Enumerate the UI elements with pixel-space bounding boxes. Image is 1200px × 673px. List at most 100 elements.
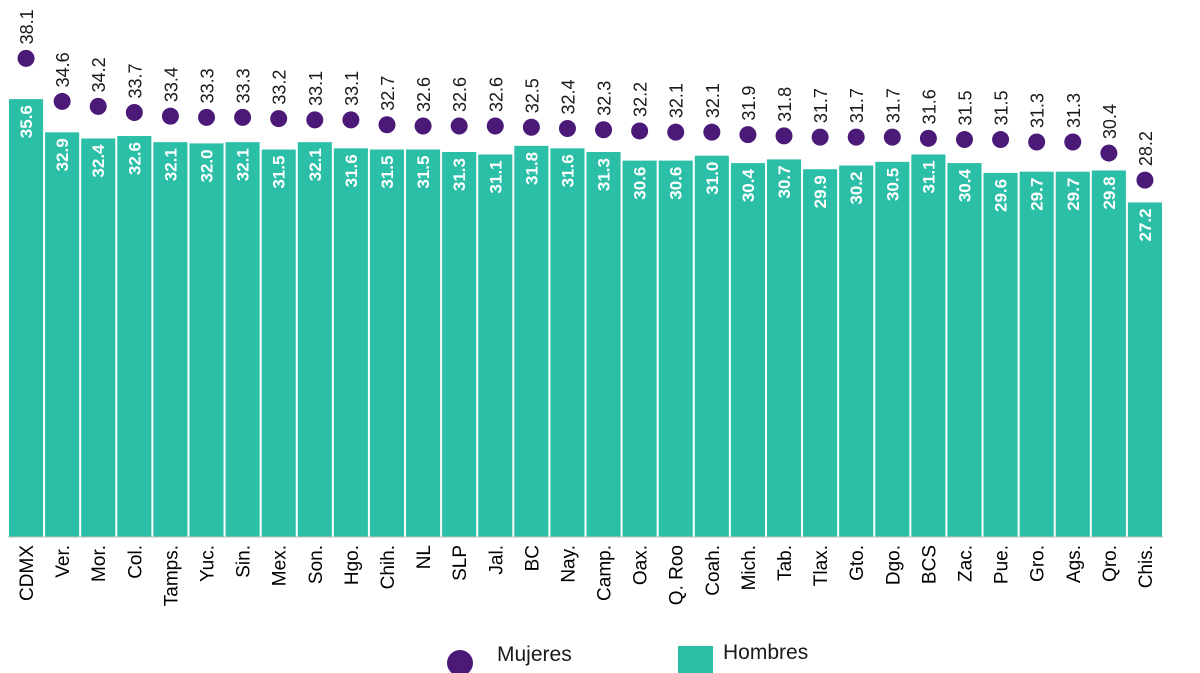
- bar-value-label-oax: 30.6: [631, 167, 650, 200]
- category-label-tab: Tab.: [775, 545, 796, 581]
- point-chis: [1136, 171, 1154, 189]
- category-label-bc: BC: [522, 545, 543, 571]
- point-gro: [1028, 133, 1046, 151]
- bar-gro: [1019, 171, 1054, 537]
- legend-hombres-label: Hombres: [723, 641, 808, 664]
- point-cdmx: [17, 49, 35, 67]
- bar-value-label-ver: 32.9: [53, 138, 72, 171]
- bar-value-label-cdmx: 35.6: [17, 105, 36, 138]
- bar-value-label-chih: 31.5: [378, 156, 397, 189]
- point-nay: [558, 119, 576, 137]
- point-hgo: [342, 111, 360, 129]
- point-sin: [234, 108, 252, 126]
- bar-zac: [947, 163, 982, 537]
- category-label-gto: Gto.: [847, 545, 868, 581]
- category-label-chis: Chis.: [1136, 545, 1157, 588]
- legend-hombres-marker: [678, 646, 713, 673]
- point-value-label-coah: 32.1: [703, 83, 723, 118]
- category-label-pue: Pue.: [992, 545, 1013, 584]
- bar-coah: [694, 155, 729, 537]
- bar-value-label-camp: 31.3: [595, 158, 614, 191]
- category-label-ver: Ver.: [53, 545, 74, 578]
- bar-value-label-coah: 31.0: [703, 162, 722, 195]
- bars-group: 35.6 32.9 32.4 32.6 32.1 32.0 32.1 31.5 32.1 31.6…: [9, 99, 1162, 538]
- category-label-nay: Nay.: [558, 545, 579, 583]
- point-value-label-jal: 32.6: [486, 77, 506, 112]
- category-label-nl: NL: [414, 545, 435, 569]
- bar-nl: [406, 149, 441, 538]
- point-value-label-col: 33.7: [125, 63, 145, 98]
- bar-value-label-pue: 29.6: [992, 179, 1011, 212]
- bar-value-label-nl: 31.5: [414, 156, 433, 189]
- bar-value-label-hgo: 31.6: [342, 154, 361, 187]
- point-value-label-chis: 28.2: [1136, 131, 1156, 166]
- point-ver: [53, 92, 71, 110]
- bar-value-label-ags: 29.7: [1064, 178, 1083, 211]
- point-gto: [847, 128, 865, 146]
- bar-sin: [225, 142, 260, 538]
- bar-value-label-qro: 29.8: [1100, 176, 1119, 209]
- point-value-label-chih: 32.7: [378, 76, 398, 111]
- category-label-tlax: Tlax.: [811, 545, 832, 586]
- bar-hgo: [333, 148, 368, 537]
- category-label-mex: Mex.: [270, 545, 291, 586]
- point-value-label-gro: 31.3: [1028, 93, 1048, 128]
- category-label-camp: Camp.: [595, 545, 616, 601]
- bar-value-label-jal: 31.1: [486, 160, 505, 193]
- point-value-label-son: 33.1: [306, 71, 326, 106]
- category-label-zac: Zac.: [955, 545, 976, 582]
- point-son: [306, 111, 324, 129]
- bar-value-label-yuc: 32.0: [198, 149, 217, 182]
- bar-ver: [45, 132, 80, 537]
- point-chih: [378, 116, 396, 134]
- point-bc: [522, 118, 540, 136]
- category-label-cdmx: CDMX: [17, 545, 38, 601]
- category-label-mich: Mich.: [739, 545, 760, 590]
- category-label-dgo: Dgo.: [883, 545, 904, 585]
- point-nl: [414, 117, 432, 135]
- bar-value-label-tamps: 32.1: [161, 148, 180, 181]
- bar-value-label-col: 32.6: [125, 142, 144, 175]
- point-value-label-gto: 31.7: [847, 88, 867, 123]
- point-pue: [992, 131, 1010, 149]
- bar-ags: [1055, 171, 1090, 537]
- legend-mujeres-marker: [447, 650, 473, 673]
- point-value-label-q-roo: 32.1: [667, 83, 687, 118]
- bar-cdmx: [9, 99, 44, 538]
- point-bcs: [919, 129, 937, 147]
- bar-mor: [81, 138, 116, 538]
- point-value-label-mex: 33.2: [270, 70, 290, 105]
- bar-value-label-mex: 31.5: [270, 156, 289, 189]
- point-value-label-tamps: 33.4: [161, 67, 181, 102]
- category-label-mor: Mor.: [89, 545, 110, 582]
- category-label-gro: Gro.: [1028, 545, 1049, 582]
- category-labels-group: CDMX Ver. Mor. Col. Tamps. Yuc. Sin. Mex. Son. Hg…: [17, 545, 1157, 607]
- bar-dgo: [875, 161, 910, 537]
- category-label-chih: Chih.: [378, 545, 399, 589]
- point-mich: [739, 126, 757, 144]
- bar-son: [297, 142, 332, 538]
- point-q-roo: [667, 123, 685, 141]
- category-label-oax: Oax.: [631, 545, 652, 585]
- bar-oax: [622, 160, 657, 537]
- category-label-ags: Ags.: [1064, 545, 1085, 583]
- category-label-jal: Jal.: [486, 545, 507, 575]
- point-coah: [703, 123, 721, 141]
- point-value-label-tab: 31.8: [775, 87, 795, 122]
- bar-q-roo: [658, 160, 693, 537]
- legend-mujeres-label: Mujeres: [497, 643, 572, 666]
- point-value-label-nl: 32.6: [414, 77, 434, 112]
- bar-value-label-chis: 27.2: [1136, 208, 1155, 241]
- point-value-label-hgo: 33.1: [342, 71, 362, 106]
- bar-chih: [369, 149, 405, 538]
- point-value-label-bcs: 31.6: [919, 89, 939, 124]
- point-zac: [955, 131, 973, 149]
- bar-chis: [1127, 202, 1162, 537]
- bar-value-label-mor: 32.4: [89, 144, 108, 178]
- legend: Mujeres Hombres: [447, 641, 808, 673]
- point-value-label-cdmx: 38.1: [17, 9, 37, 44]
- bar-tlax: [803, 169, 838, 538]
- point-value-label-zac: 31.5: [955, 91, 975, 126]
- bar-mich: [730, 163, 765, 537]
